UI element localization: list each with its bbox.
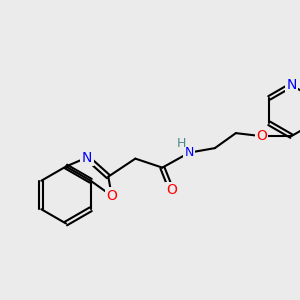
Text: O: O (106, 189, 117, 203)
Text: H: H (176, 136, 186, 149)
Text: O: O (166, 183, 177, 197)
Text: O: O (256, 129, 267, 143)
Text: N: N (286, 78, 296, 92)
Text: N: N (185, 146, 194, 159)
Text: N: N (82, 151, 92, 164)
